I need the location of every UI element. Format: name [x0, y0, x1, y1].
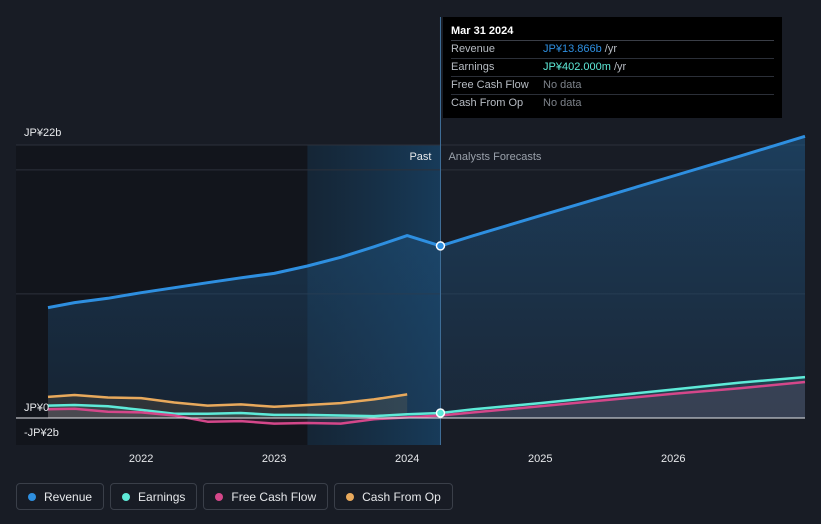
free-cash-flow-area: [48, 382, 805, 424]
tooltip-value: No data: [543, 97, 582, 109]
legend-item-earnings[interactable]: Earnings: [110, 483, 198, 510]
x-tick-label: 2026: [661, 453, 685, 465]
tooltip-row-revenue: Revenue JP¥13.866b /yr: [451, 41, 774, 59]
revenue-area: [48, 136, 805, 419]
earnings-dot-icon: [122, 492, 131, 501]
x-tick-label: 2022: [129, 453, 153, 465]
revenue-dot-icon: [28, 492, 36, 501]
tooltip-value-suffix: /yr: [610, 61, 627, 73]
earnings-area: [48, 377, 805, 418]
cash-from-op-dot-icon: [346, 492, 355, 501]
revenue-line: [47, 134, 806, 310]
legend-label: Cash From Op: [362, 489, 441, 504]
past-label: Past: [409, 151, 431, 163]
earnings-line: [47, 375, 806, 418]
y-axis-top-label: JP¥22b: [24, 127, 61, 139]
forecast-label: Analysts Forecasts: [448, 151, 541, 163]
tooltip-value: JP¥13.866b /yr: [543, 41, 617, 58]
tooltip-label: Revenue: [451, 43, 496, 55]
legend-label: Earnings: [138, 489, 186, 504]
cash-from-op-line: [47, 393, 408, 409]
chart-legend: Revenue Earnings Free Cash Flow Cash Fro…: [16, 483, 453, 510]
y-axis-bottom-label: -JP¥2b: [24, 427, 59, 439]
earnings-highlight-point: [435, 408, 446, 418]
tooltip-row-earnings: Earnings JP¥402.000m /yr: [451, 59, 774, 77]
data-tooltip: Mar 31 2024 Revenue JP¥13.866b /yr Earni…: [443, 17, 782, 118]
tooltip-value: No data: [543, 79, 582, 91]
tooltip-value-number: JP¥13.866b: [543, 43, 602, 55]
legend-item-cash-from-op[interactable]: Cash From Op: [334, 483, 453, 510]
legend-label: Free Cash Flow: [231, 489, 317, 504]
tooltip-value-number: JP¥402.000m: [543, 61, 611, 73]
legend-label: Revenue: [44, 489, 93, 504]
tooltip-value: JP¥402.000m /yr: [543, 59, 626, 76]
tooltip-label: Earnings: [451, 61, 495, 73]
legend-item-revenue[interactable]: Revenue: [16, 483, 105, 510]
free-cash-flow-line: [47, 380, 806, 425]
tooltip-date: Mar 31 2024: [451, 23, 774, 41]
tooltip-row-free-cash-flow: Free Cash Flow No data: [451, 77, 774, 95]
free-cash-flow-dot-icon: [215, 492, 224, 501]
y-axis-zero-label: JP¥0: [24, 402, 49, 414]
x-tick-label: 2023: [262, 453, 286, 465]
tooltip-row-cash-from-op: Cash From Op No data: [451, 95, 774, 112]
tooltip-label: Cash From Op: [451, 97, 524, 109]
tooltip-label: Free Cash Flow: [451, 79, 529, 91]
revenue-highlight-point: [435, 241, 446, 251]
x-tick-label: 2024: [395, 453, 419, 465]
x-tick-label: 2025: [528, 453, 552, 465]
tooltip-value-suffix: /yr: [601, 43, 617, 55]
legend-item-free-cash-flow[interactable]: Free Cash Flow: [203, 483, 329, 510]
